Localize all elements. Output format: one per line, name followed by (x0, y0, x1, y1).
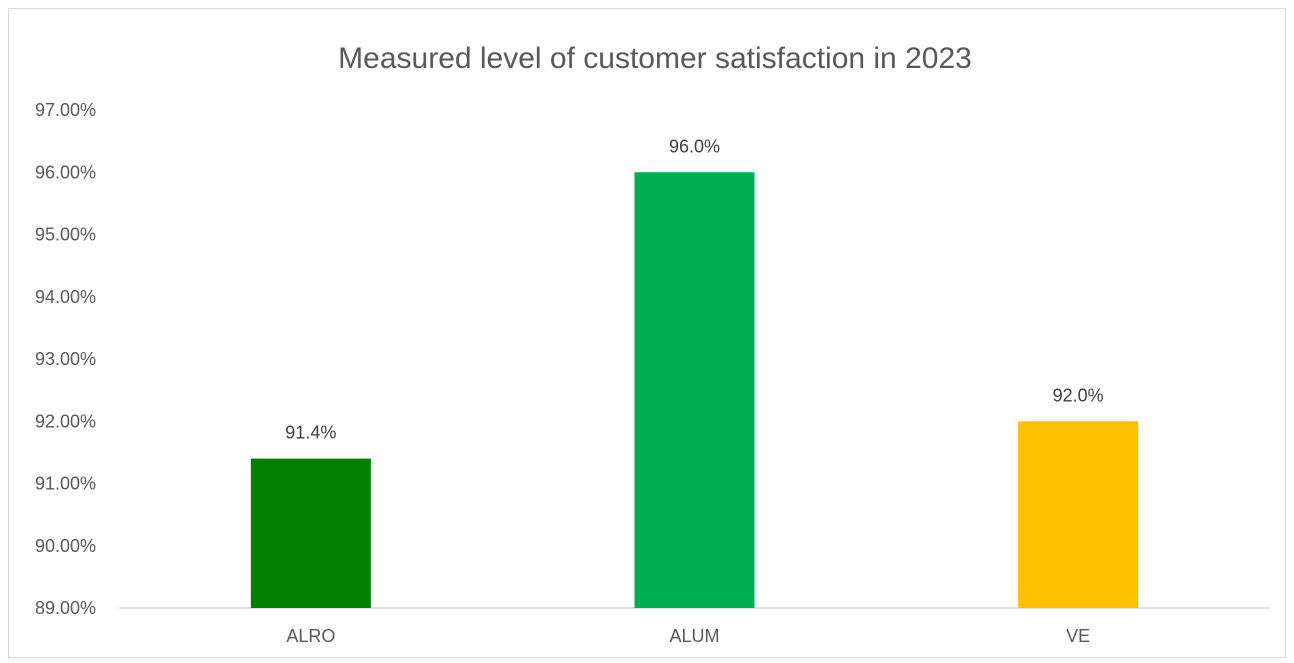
bar-alro (250, 458, 371, 608)
data-label: 96.0% (669, 136, 720, 156)
y-tick-label: 90.00% (35, 536, 96, 556)
y-tick-label: 97.00% (35, 100, 96, 120)
data-label: 91.4% (285, 423, 336, 443)
y-tick-label: 93.00% (35, 349, 96, 369)
chart-title: Measured level of customer satisfaction … (338, 42, 972, 75)
y-tick-label: 92.00% (35, 411, 96, 431)
x-category-label: VE (1066, 626, 1090, 646)
y-tick-label: 96.00% (35, 162, 96, 182)
x-category-label: ALUM (669, 626, 719, 646)
y-tick-label: 91.00% (35, 474, 96, 494)
bar-alum (634, 172, 755, 608)
x-category-label: ALRO (286, 626, 335, 646)
x-axis-categories: ALRO ALUM VE (286, 626, 1090, 646)
bar-ve (1018, 421, 1139, 608)
y-tick-label: 95.00% (35, 225, 96, 245)
y-axis-ticks: 89.00% 90.00% 91.00% 92.00% 93.00% 94.00% 95.0… (35, 100, 96, 618)
y-tick-label: 89.00% (35, 598, 96, 618)
data-label: 92.0% (1053, 385, 1104, 405)
y-tick-label: 94.00% (35, 287, 96, 307)
data-labels: 91.4% 96.0% 92.0% (285, 136, 1103, 442)
bars (250, 172, 1139, 608)
